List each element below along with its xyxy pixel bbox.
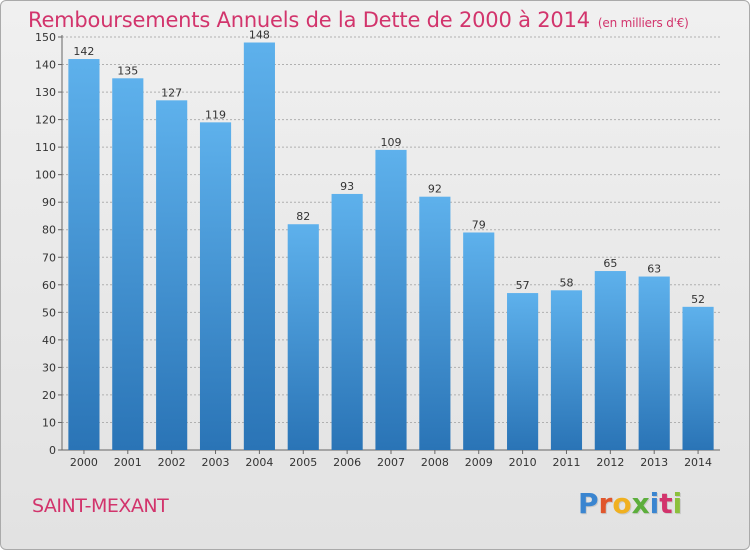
bar — [682, 306, 714, 450]
x-tick-label: 2013 — [640, 456, 668, 469]
x-tick-label: 2009 — [465, 456, 493, 469]
y-tick-label: 0 — [49, 444, 56, 457]
data-label: 148 — [249, 29, 270, 42]
x-tick-label: 2010 — [509, 456, 537, 469]
y-tick-label: 30 — [42, 361, 56, 374]
data-label: 142 — [73, 45, 94, 58]
y-tick-label: 10 — [42, 416, 56, 429]
y-tick-label: 120 — [35, 114, 56, 127]
y-tick-label: 70 — [42, 251, 56, 264]
y-tick-label: 60 — [42, 279, 56, 292]
bar — [156, 100, 188, 451]
y-tick-label: 20 — [42, 389, 56, 402]
bar — [594, 271, 626, 450]
data-label: 135 — [117, 64, 138, 77]
logo-letter: x — [631, 487, 650, 520]
bar — [287, 224, 319, 450]
bar — [68, 59, 100, 450]
y-tick-label: 80 — [42, 224, 56, 237]
bar — [550, 290, 583, 450]
y-tick-label: 110 — [35, 141, 56, 154]
bar — [331, 193, 363, 450]
chart-title-text: Remboursements Annuels de la Dette de 20… — [28, 8, 590, 32]
data-label: 119 — [205, 108, 226, 121]
x-tick-label: 2005 — [289, 456, 317, 469]
y-tick-label: 50 — [42, 306, 56, 319]
y-tick-label: 130 — [35, 86, 56, 99]
data-label: 57 — [516, 279, 530, 292]
logo-letter: i — [672, 487, 683, 520]
x-tick-label: 2007 — [377, 456, 405, 469]
data-label: 109 — [381, 136, 402, 149]
data-label: 79 — [472, 218, 486, 231]
x-tick-label: 2000 — [70, 456, 98, 469]
x-tick-label: 2014 — [684, 456, 712, 469]
logo-letter: o — [612, 487, 632, 520]
x-tick-label: 2011 — [552, 456, 580, 469]
commune-name: SAINT-MEXANT — [32, 495, 169, 517]
bar — [199, 122, 232, 450]
data-label: 65 — [603, 257, 617, 270]
y-tick-label: 40 — [42, 334, 56, 347]
bar — [638, 276, 670, 450]
data-label: 127 — [161, 86, 182, 99]
data-label: 52 — [691, 293, 705, 306]
bar — [243, 42, 275, 451]
x-tick-label: 2001 — [114, 456, 142, 469]
data-label: 92 — [428, 183, 442, 196]
data-label: 58 — [559, 276, 573, 289]
data-label: 63 — [647, 263, 661, 276]
y-tick-label: 150 — [35, 31, 56, 44]
y-tick-label: 100 — [35, 169, 56, 182]
bar — [419, 196, 451, 450]
logo-letter: t — [659, 487, 673, 520]
y-tick-label: 140 — [35, 59, 56, 72]
x-tick-label: 2008 — [421, 456, 449, 469]
y-tick-label: 90 — [42, 196, 56, 209]
x-tick-label: 2003 — [202, 456, 230, 469]
data-label: 82 — [296, 210, 310, 223]
bar — [507, 293, 539, 450]
chart-subtitle: (en milliers d'€) — [597, 16, 689, 30]
proxiti-logo: Proxiti — [578, 487, 682, 520]
x-tick-label: 2004 — [245, 456, 273, 469]
data-label: 93 — [340, 180, 354, 193]
bar — [112, 78, 144, 451]
bar — [375, 149, 407, 451]
x-tick-label: 2002 — [158, 456, 186, 469]
logo-letter: i — [649, 487, 660, 520]
bar — [463, 232, 495, 450]
logo-letter: r — [598, 487, 613, 520]
x-tick-label: 2012 — [596, 456, 624, 469]
chart-title: Remboursements Annuels de la Dette de 20… — [28, 8, 689, 32]
x-tick-label: 2006 — [333, 456, 361, 469]
logo-letter: P — [578, 487, 599, 520]
